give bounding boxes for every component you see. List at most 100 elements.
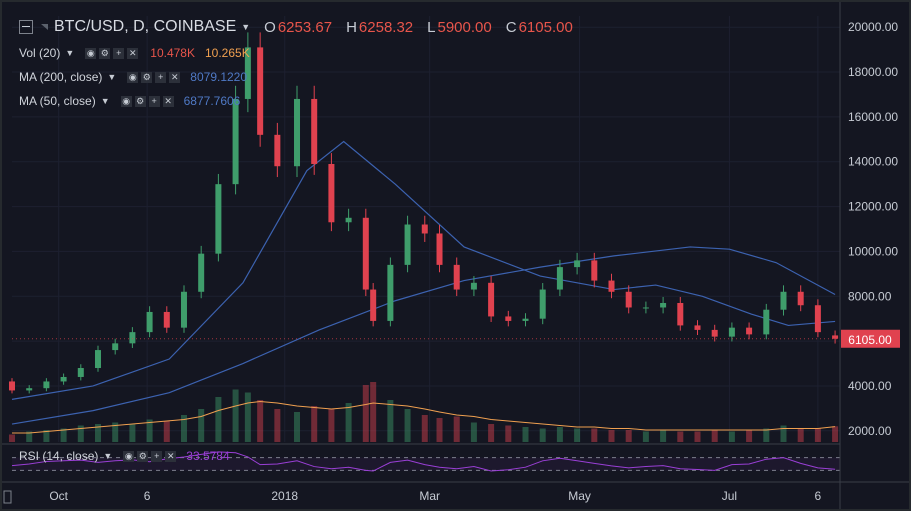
rsi-dropdown-icon[interactable]: ▼ (103, 451, 113, 461)
volume-bar (470, 422, 477, 442)
volume-bar (94, 424, 101, 442)
volume-bar (763, 428, 770, 442)
volume-bar (608, 430, 615, 442)
volume-bar (146, 419, 153, 442)
volume-bar (112, 422, 119, 442)
ma50-dropdown-icon[interactable]: ▼ (100, 96, 110, 106)
candle-body (522, 318, 529, 321)
ma50-value: 6877.7606 (183, 94, 241, 108)
close-icon[interactable]: ✕ (165, 450, 177, 462)
candle-body (362, 217, 369, 290)
symbol-dropdown-icon[interactable]: ▼ (241, 22, 251, 32)
x-tick-label: May (568, 489, 591, 503)
volume-bar (814, 428, 821, 442)
y-tick-label: 14000.00 (848, 155, 898, 169)
candle-body (677, 302, 684, 326)
ma50-label[interactable]: MA (50, close) (19, 94, 96, 108)
x-tick-label: 6 (144, 489, 151, 503)
close-icon[interactable]: ✕ (162, 95, 174, 107)
y-tick-label: 10000.00 (848, 244, 898, 258)
rsi-label[interactable]: RSI (14, close) (19, 449, 99, 463)
candle-body (26, 388, 33, 391)
candle-body (387, 264, 394, 321)
price-axis[interactable]: 2000.004000.006000.008000.0010000.001200… (12, 2, 909, 509)
volume-bar (625, 430, 632, 442)
eye-icon[interactable]: ◉ (123, 450, 135, 462)
gear-icon[interactable]: ⚙ (134, 95, 146, 107)
volume-bar (453, 416, 460, 442)
volume-bar (711, 430, 718, 442)
candle-body (9, 381, 15, 391)
symbol-flag-icon (41, 24, 48, 30)
symbol-title[interactable]: BTC/USD, D, COINBASE (54, 18, 237, 35)
gear-icon[interactable]: ⚙ (99, 47, 111, 59)
plus-icon[interactable]: + (155, 71, 167, 83)
rsi-legend: RSI (14, close) ▼ ◉ ⚙ + ✕ 33.5784 (19, 449, 230, 463)
candle-body (370, 289, 377, 321)
volume-bar (26, 431, 33, 442)
volume-bar (832, 426, 839, 442)
eye-icon[interactable]: ◉ (127, 71, 139, 83)
volume-bar (345, 403, 352, 442)
eye-icon[interactable]: ◉ (120, 95, 132, 107)
plus-icon[interactable]: + (113, 47, 125, 59)
volume-bar (198, 409, 205, 442)
candle-body (163, 311, 170, 328)
ma200-dropdown-icon[interactable]: ▼ (107, 72, 117, 82)
eye-icon[interactable]: ◉ (85, 47, 97, 59)
open-value: 6253.67 (277, 18, 333, 36)
volume-bar (591, 428, 598, 442)
volume-bar (311, 406, 318, 442)
plus-icon[interactable]: + (148, 95, 160, 107)
vol-indicator-label[interactable]: Vol (20) (19, 46, 61, 60)
volume-bar (163, 421, 170, 442)
volume-bar (694, 431, 701, 442)
candle-body (505, 316, 512, 321)
volume-bar (677, 431, 684, 442)
volume-bar (660, 430, 667, 442)
ma200-label[interactable]: MA (200, close) (19, 70, 103, 84)
legend: BTC/USD, D, COINBASE ▼ O 6253.67 H 6258.32… (2, 2, 852, 122)
y-tick-label: 16000.00 (848, 110, 898, 124)
plus-icon[interactable]: + (151, 450, 163, 462)
candle-body (470, 282, 477, 290)
volume-bar (488, 424, 495, 442)
candle-body (763, 309, 770, 335)
candle-body (539, 289, 546, 319)
volume-bar (9, 434, 15, 442)
price-badge (841, 329, 900, 348)
candle-body (146, 311, 153, 333)
candle-body (232, 98, 239, 185)
candle-body (625, 291, 632, 308)
candle-body (345, 217, 352, 223)
gear-icon[interactable]: ⚙ (141, 71, 153, 83)
volume-bar (436, 418, 443, 442)
candlesticks[interactable] (9, 32, 839, 394)
candle-body (488, 282, 495, 317)
candle-body (328, 163, 335, 223)
close-icon[interactable]: ✕ (169, 71, 181, 83)
candle-body (244, 47, 251, 99)
candle-body (198, 253, 205, 292)
gear-icon[interactable]: ⚙ (137, 450, 149, 462)
candle-body (746, 327, 753, 335)
volume-ma-line (12, 400, 836, 434)
price-badge-label: 6105.00 (848, 333, 892, 347)
price-axis-bg (840, 2, 909, 509)
vol-dropdown-icon[interactable]: ▼ (65, 48, 75, 58)
candle-body (60, 376, 67, 382)
time-axis[interactable]: Oct 6 2018 Mar May Jul 6 (2, 481, 909, 504)
y-tick-label: 12000.00 (848, 200, 898, 214)
vol-value: 10.478K (150, 46, 195, 60)
volume-bar (574, 428, 581, 442)
collapse-icon[interactable] (19, 20, 33, 34)
scroll-handle-icon[interactable] (3, 490, 12, 504)
close-icon[interactable]: ✕ (127, 47, 139, 59)
candle-body (294, 98, 301, 167)
candle-body (257, 47, 264, 135)
low-value: 5900.00 (437, 18, 492, 36)
volume-bar (257, 400, 264, 442)
grid (2, 16, 840, 445)
close-label: C (505, 18, 517, 36)
